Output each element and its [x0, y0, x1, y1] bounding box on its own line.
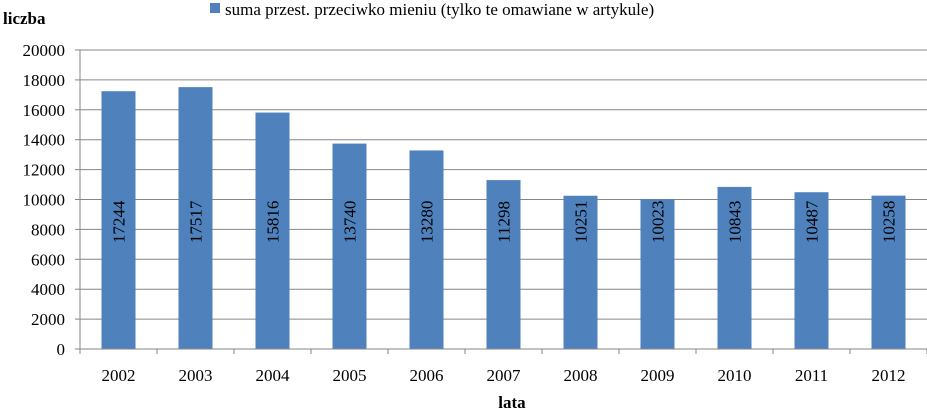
bar-2010 — [717, 186, 752, 349]
data-label-2005: 13740 — [341, 201, 360, 244]
data-label-2002: 17244 — [110, 200, 129, 243]
legend-swatch — [210, 3, 220, 13]
data-label-2012: 10258 — [880, 201, 899, 244]
data-label-2008: 10251 — [572, 201, 591, 244]
y-tick-label: 0 — [57, 340, 66, 359]
x-tick-label: 2009 — [641, 366, 675, 385]
y-tick-label: 2000 — [31, 310, 65, 329]
bar-2002 — [101, 91, 136, 349]
bar-2007 — [486, 180, 521, 349]
bar-2008 — [563, 195, 598, 349]
bar-2006 — [409, 150, 444, 349]
x-axis-title: lata — [498, 393, 526, 409]
x-tick-label: 2005 — [333, 366, 367, 385]
x-tick-label: 2003 — [179, 366, 213, 385]
x-tick-label: 2007 — [487, 366, 522, 385]
bar-2004 — [255, 112, 290, 349]
y-tick-label: 4000 — [31, 280, 65, 299]
data-label-2003: 17517 — [187, 200, 206, 243]
bar-2011 — [794, 192, 829, 349]
x-tick-label: 2004 — [256, 366, 291, 385]
bar-2009 — [640, 199, 675, 349]
y-tick-label: 12000 — [23, 161, 66, 180]
bar-2012 — [871, 195, 906, 349]
data-label-2006: 13280 — [418, 201, 437, 244]
x-tick-label: 2011 — [795, 366, 828, 385]
x-tick-label: 2010 — [718, 366, 752, 385]
data-label-2007: 11298 — [495, 201, 514, 243]
data-label-2004: 15816 — [264, 201, 283, 244]
axes — [75, 49, 927, 354]
x-tick-label: 2006 — [410, 366, 444, 385]
labels: 0 2000 4000 6000 8000 10000 12000 14000 16000 180… — [23, 41, 906, 385]
y-tick-label: 16000 — [23, 101, 66, 120]
y-tick-label: 18000 — [23, 71, 66, 90]
y-tick-label: 6000 — [31, 250, 65, 269]
bars — [101, 87, 906, 349]
y-tick-label: 8000 — [31, 220, 65, 239]
y-tick-label: 10000 — [23, 191, 66, 210]
data-label-2009: 10023 — [649, 201, 668, 244]
x-tick-label: 2002 — [102, 366, 136, 385]
x-tick-label: 2012 — [872, 366, 906, 385]
legend-label: suma przest. przeciwko mieniu (tylko te … — [225, 0, 654, 19]
bar-2003 — [178, 87, 213, 349]
x-tick-label: 2008 — [564, 366, 598, 385]
y-tick-label: 14000 — [23, 131, 66, 150]
data-label-2011: 10487 — [803, 200, 822, 243]
bar-2005 — [332, 143, 367, 349]
data-label-2010: 10843 — [726, 201, 745, 244]
y-tick-label: 20000 — [23, 41, 66, 60]
legend: suma przest. przeciwko mieniu (tylko te … — [210, 0, 654, 19]
y-axis-title: liczba — [3, 9, 46, 28]
